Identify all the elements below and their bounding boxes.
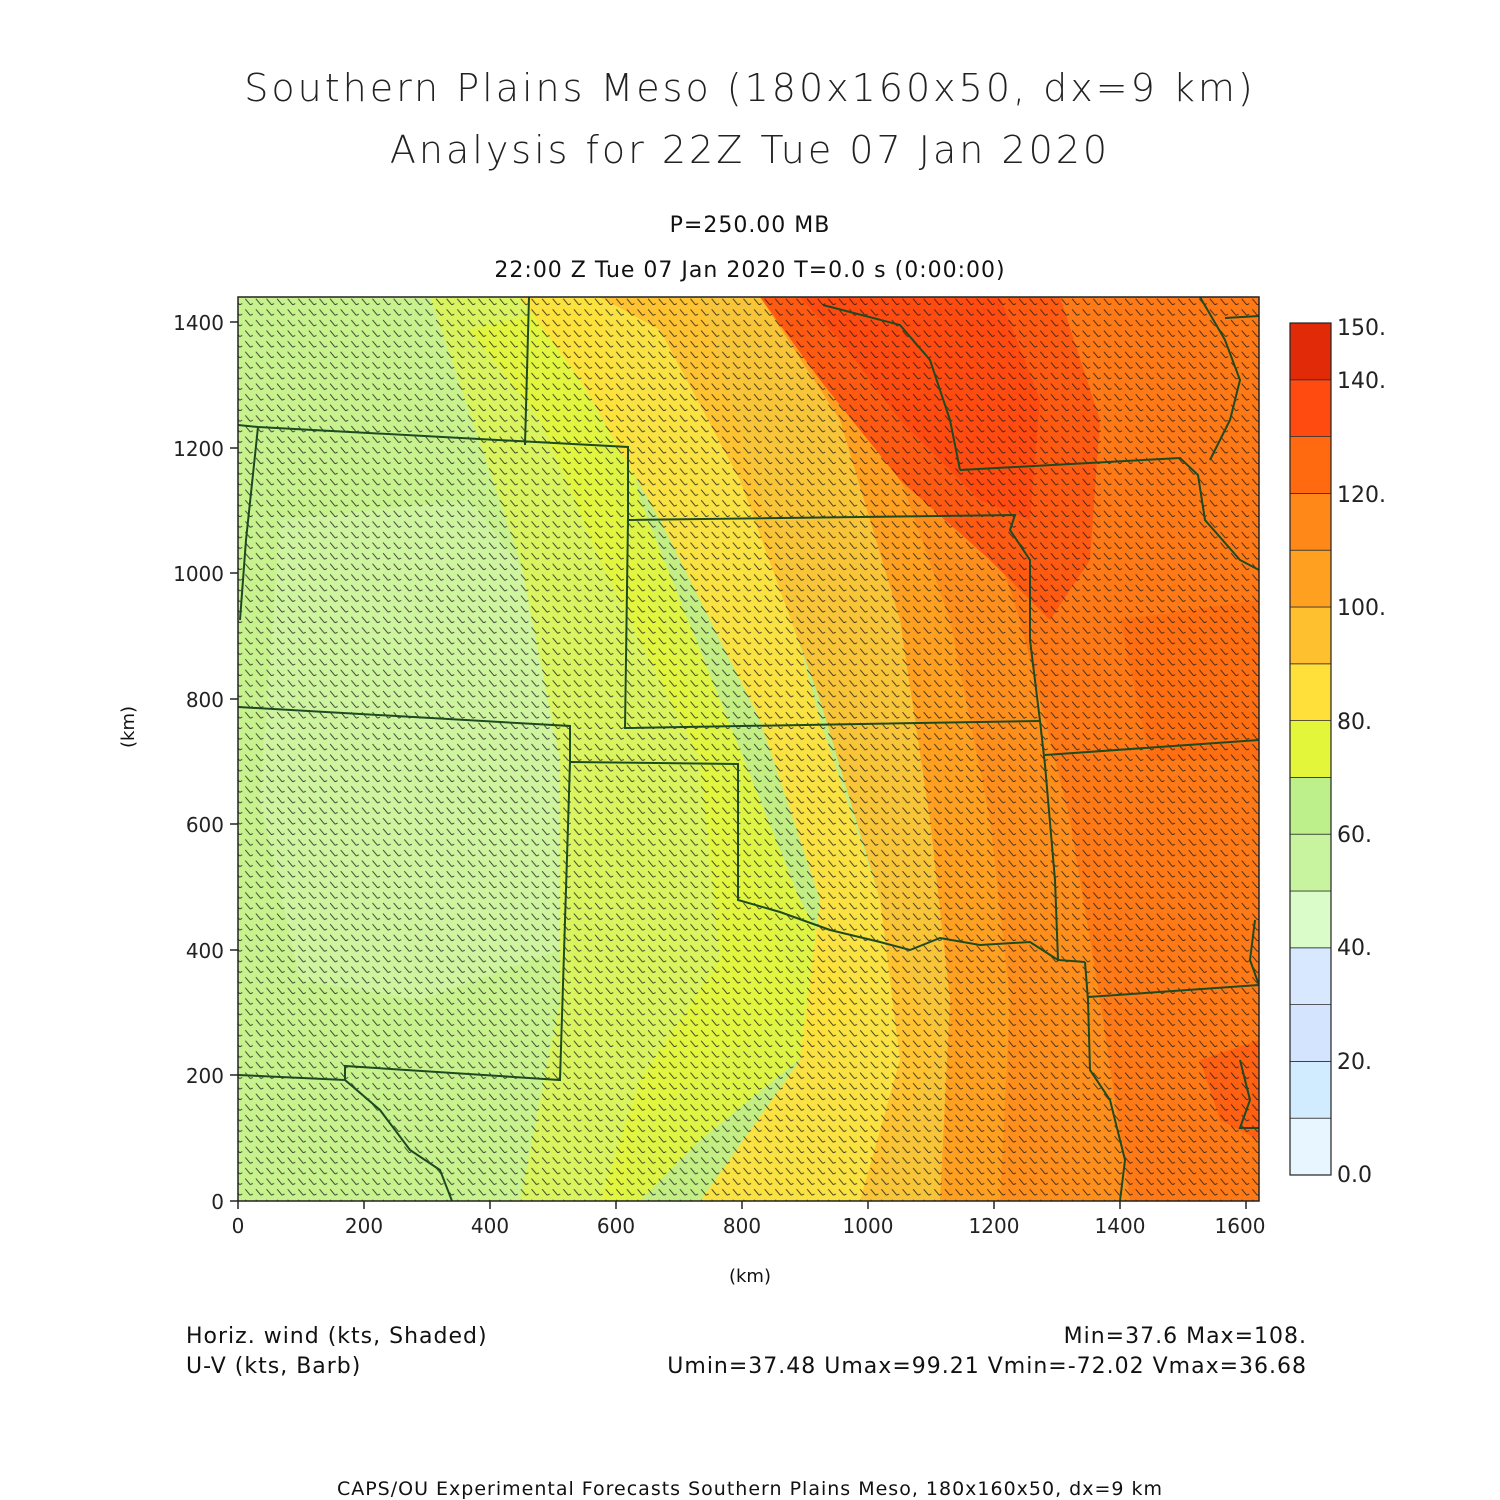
x-tick-labels: 0 200 400 600 800 1000 1200 1400 1600 <box>232 1214 1266 1238</box>
colorbar-label-20: 20. <box>1337 1050 1372 1075</box>
y-tick-1400: 1400 <box>173 311 224 335</box>
valid-time-label: 22:00 Z Tue 07 Jan 2020 T=0.0 s (0:00:00… <box>494 258 1006 283</box>
x-axis-label: (km) <box>728 1266 771 1287</box>
vector-description: U-V (kts, Barb) <box>186 1354 362 1379</box>
wind-speed-shading <box>238 297 1259 1201</box>
y-tick-600: 600 <box>186 813 224 837</box>
colorbar-swatch <box>1289 833 1332 892</box>
pressure-level-label: P=250.00 MB <box>669 213 831 238</box>
colorbar-label-150: 150. <box>1337 316 1386 341</box>
y-tick-200: 200 <box>186 1064 224 1088</box>
x-tick-1600: 1600 <box>1215 1214 1266 1238</box>
colorbar-swatch <box>1289 492 1332 551</box>
colorbar-frame <box>1289 322 1332 1176</box>
colorbar-label-100: 100. <box>1337 596 1386 621</box>
x-tick-400: 400 <box>471 1214 509 1238</box>
y-tick-1200: 1200 <box>173 437 224 461</box>
x-tick-800: 800 <box>723 1214 761 1238</box>
map-title-line2: Analysis for 22Z Tue 07 Jan 2020 <box>389 128 1111 172</box>
colorbar-swatch <box>1289 1061 1332 1119</box>
colorbar-swatch <box>1289 379 1332 437</box>
x-tick-600: 600 <box>597 1214 635 1238</box>
y-tick-labels: 0 200 400 600 800 1000 1200 1400 <box>173 311 224 1214</box>
colorbar-swatch <box>1289 947 1332 1005</box>
colorbar-swatch <box>1289 777 1332 835</box>
uv-min-max: Umin=37.48 Umax=99.21 Vmin=-72.02 Vmax=3… <box>667 1354 1307 1379</box>
colorbar-label-0: 0.0 <box>1337 1163 1372 1188</box>
field-min-max: Min=37.6 Max=108. <box>1063 1324 1307 1349</box>
field-description: Horiz. wind (kts, Shaded) <box>186 1324 488 1349</box>
y-tick-400: 400 <box>186 939 224 963</box>
colorbar-label-120: 120. <box>1337 483 1386 508</box>
credit-line: CAPS/OU Experimental Forecasts Southern … <box>336 1478 1164 1500</box>
x-tick-1200: 1200 <box>969 1214 1020 1238</box>
colorbar-swatch <box>1289 890 1332 949</box>
y-tick-1000: 1000 <box>173 562 224 586</box>
plot-frame <box>237 296 1260 1202</box>
colorbar-label-40: 40. <box>1337 936 1372 961</box>
colorbar-swatch <box>1289 322 1332 381</box>
colorbar-swatch <box>1289 1117 1332 1176</box>
color-bar-labels: 0.0 20. 40. 60. 80. 100. 120. 140. 150. <box>1337 316 1386 1188</box>
y-tick-800: 800 <box>186 688 224 712</box>
color-bar <box>1289 322 1332 1176</box>
colorbar-swatch <box>1289 1004 1332 1062</box>
axis-ticks <box>230 321 1247 1209</box>
colorbar-swatch <box>1289 549 1332 608</box>
colorbar-label-140: 140. <box>1337 369 1386 394</box>
x-tick-200: 200 <box>345 1214 383 1238</box>
x-tick-0: 0 <box>232 1214 245 1238</box>
colorbar-swatch <box>1289 663 1332 721</box>
y-tick-0: 0 <box>211 1190 224 1214</box>
colorbar-swatch <box>1289 436 1332 494</box>
x-tick-1000: 1000 <box>843 1214 894 1238</box>
colorbar-swatch <box>1289 606 1332 665</box>
map-title-line1: Southern Plains Meso (180x160x50, dx=9 k… <box>244 66 1256 110</box>
colorbar-label-80: 80. <box>1337 710 1372 735</box>
y-axis-label: (km) <box>118 705 139 748</box>
x-tick-1400: 1400 <box>1095 1214 1146 1238</box>
colorbar-swatch <box>1289 720 1332 778</box>
colorbar-label-60: 60. <box>1337 823 1372 848</box>
